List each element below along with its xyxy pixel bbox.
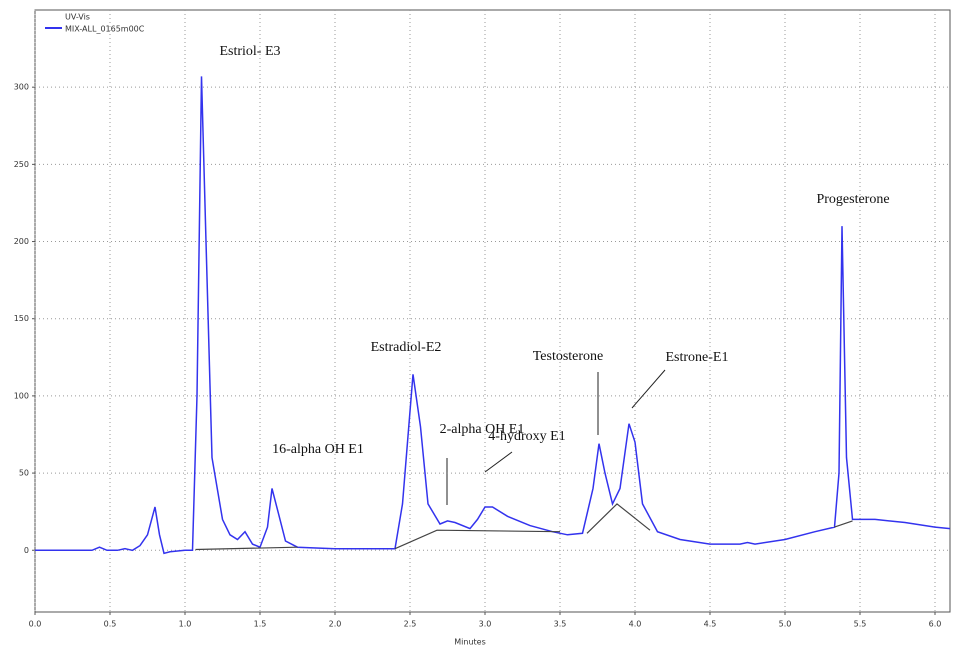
- baseline: [195, 503, 853, 551]
- x-tick-label: 0.5: [104, 620, 117, 629]
- peak-label: Testosterone: [533, 349, 604, 364]
- y-tick-label: 250: [14, 160, 29, 169]
- peak-label: 4-hydroxy E1: [488, 429, 565, 444]
- x-tick-label: 4.0: [629, 620, 642, 629]
- peak-label: Estrone-E1: [666, 350, 729, 365]
- x-tick-label: 4.5: [704, 620, 717, 629]
- peak-label: 16-alpha OH E1: [272, 442, 364, 457]
- y-tick-label: 300: [14, 83, 29, 92]
- x-tick-label: 3.5: [554, 620, 567, 629]
- legend-title: UV-Vis: [65, 13, 90, 22]
- leader-line: [484, 451, 513, 473]
- y-tick-label: 100: [14, 391, 29, 400]
- y-tick-label: 150: [14, 314, 29, 323]
- peak-label: Progesterone: [816, 192, 889, 207]
- peak-label: Estriol- E3: [219, 44, 280, 59]
- x-tick-label: 5.5: [854, 620, 867, 629]
- x-tick-label: 1.5: [254, 620, 267, 629]
- plot-frame: [34, 9, 951, 613]
- x-tick-label: 1.0: [179, 620, 192, 629]
- x-tick-label: 0.0: [29, 620, 42, 629]
- x-tick-label: 2.0: [329, 620, 342, 629]
- leader-line: [631, 369, 666, 409]
- trace-line: [35, 76, 951, 555]
- x-tick-label: 5.0: [779, 620, 792, 629]
- x-tick-label: 6.0: [929, 620, 942, 629]
- legend-entry: MIX-ALL_0165m00C: [65, 25, 145, 34]
- y-tick-label: 50: [19, 469, 29, 478]
- peak-label: 2-alpha OH E1: [440, 422, 525, 437]
- peak-label: Estradiol-E2: [371, 340, 442, 355]
- x-tick-label: 2.5: [404, 620, 417, 629]
- x-axis-label: Minutes: [454, 638, 486, 646]
- y-tick-label: 0: [24, 546, 29, 555]
- y-tick-label: 200: [14, 237, 29, 246]
- x-tick-label: 3.0: [479, 620, 492, 629]
